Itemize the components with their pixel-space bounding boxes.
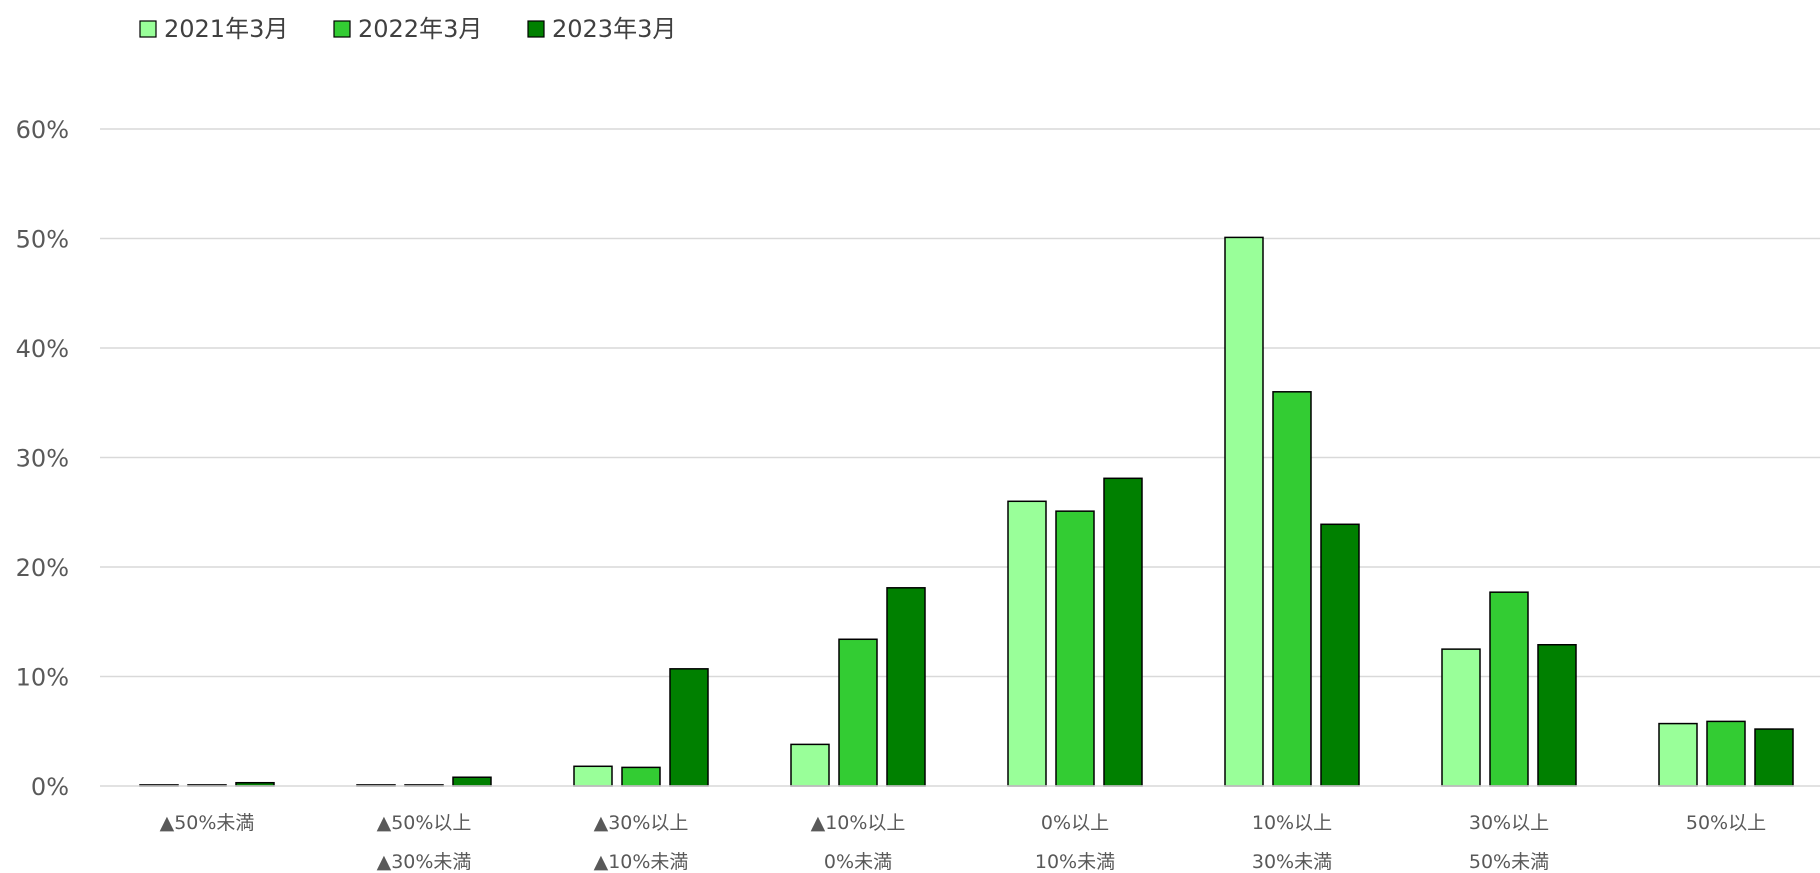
bar <box>1658 722 1698 787</box>
legend-label: 2023年3月 <box>552 15 676 43</box>
bar <box>1537 643 1577 787</box>
bar <box>621 766 661 787</box>
x-tick-label: ▲10%以上 <box>811 812 906 834</box>
legend-swatch <box>139 20 157 38</box>
x-tick-label: ▲30%以上 <box>594 812 689 834</box>
x-tick-label-line2: 0%未満 <box>824 851 892 873</box>
x-tick-label-line2: ▲30%未満 <box>377 851 472 873</box>
x-tick-label: ▲50%以上 <box>377 812 472 834</box>
bar <box>1055 510 1095 787</box>
bar <box>1224 236 1264 787</box>
x-tick-label: 10%以上 <box>1252 812 1332 834</box>
bar <box>1706 720 1746 787</box>
y-tick-label: 50% <box>16 226 69 254</box>
y-tick-label: 30% <box>16 445 69 473</box>
bars <box>139 236 1794 787</box>
gridlines <box>100 128 1820 678</box>
legend-swatch <box>333 20 351 38</box>
bar <box>1441 648 1481 787</box>
x-tick-label-line2: 10%未満 <box>1035 851 1115 873</box>
y-tick-label: 20% <box>16 554 69 582</box>
x-tick-label: 0%以上 <box>1041 812 1109 834</box>
bar <box>669 668 709 787</box>
y-tick-label: 40% <box>16 335 69 363</box>
bar <box>838 638 878 787</box>
legend-label: 2021年3月 <box>164 15 288 43</box>
x-tick-label: 50%以上 <box>1686 812 1766 834</box>
x-tick-label-line2: ▲10%未満 <box>594 851 689 873</box>
x-tick-label: 30%以上 <box>1469 812 1549 834</box>
bar <box>886 587 926 787</box>
chart-legend: 2021年3月 2022年3月 2023年3月 <box>139 15 676 43</box>
legend-swatch <box>527 20 545 38</box>
y-axis-tick-labels: 0% 10% 20% 30% 40% 50% 60% <box>16 116 69 801</box>
bar <box>1007 500 1047 787</box>
y-tick-label: 60% <box>16 116 69 144</box>
legend-item: 2023年3月 <box>527 15 676 43</box>
x-tick-label-line2: 50%未満 <box>1469 851 1549 873</box>
x-tick-label: ▲50%未満 <box>160 812 255 834</box>
legend-item: 2022年3月 <box>333 15 482 43</box>
bar <box>1754 728 1794 787</box>
x-tick-label-line2: 30%未満 <box>1252 851 1332 873</box>
legend-item: 2021年3月 <box>139 15 288 43</box>
legend-label: 2022年3月 <box>358 15 482 43</box>
bar <box>1489 591 1529 787</box>
bar <box>573 765 613 787</box>
bar <box>1103 477 1143 787</box>
y-tick-label: 0% <box>31 773 69 801</box>
bar <box>1320 523 1360 787</box>
bar <box>1272 391 1312 787</box>
bar <box>790 743 830 787</box>
x-axis-tick-labels: ▲50%未満 ▲50%以上 ▲30%未満 ▲30%以上 ▲10%未満 ▲10%以上 0%未満… <box>160 812 1767 873</box>
y-tick-label: 10% <box>16 664 69 692</box>
bar <box>452 776 492 787</box>
